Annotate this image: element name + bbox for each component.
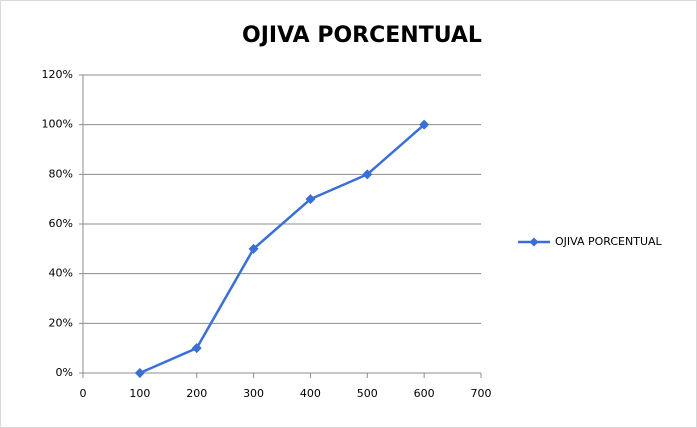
- x-tick-label: 200: [186, 387, 207, 400]
- data-point: [191, 343, 202, 354]
- y-tick-label: 80%: [49, 167, 73, 180]
- x-tick-label: 300: [243, 387, 264, 400]
- y-tick-label: 20%: [49, 316, 73, 329]
- x-tick-label: 100: [129, 387, 150, 400]
- data-point: [419, 119, 430, 130]
- x-tick-label: 0: [80, 387, 87, 400]
- data-point: [362, 169, 373, 180]
- chart-title: OJIVA PORCENTUAL: [242, 23, 482, 48]
- y-tick-label: 100%: [42, 118, 73, 131]
- data-point: [248, 243, 259, 254]
- series-line: [139, 123, 425, 375]
- y-tick-label: 120%: [42, 68, 73, 81]
- x-tick-label: 700: [471, 387, 492, 400]
- x-tick-label: 400: [300, 387, 321, 400]
- y-tick-label: 0%: [56, 366, 73, 379]
- y-tick-label: 60%: [49, 217, 73, 230]
- x-tick-label: 500: [357, 387, 378, 400]
- y-tick-label: 40%: [49, 267, 73, 280]
- data-point: [134, 368, 145, 378]
- x-tick-label: 600: [414, 387, 435, 400]
- legend-label: OJIVA PORCENTUAL: [555, 235, 663, 248]
- legend-marker: [529, 237, 539, 247]
- data-point: [305, 194, 316, 205]
